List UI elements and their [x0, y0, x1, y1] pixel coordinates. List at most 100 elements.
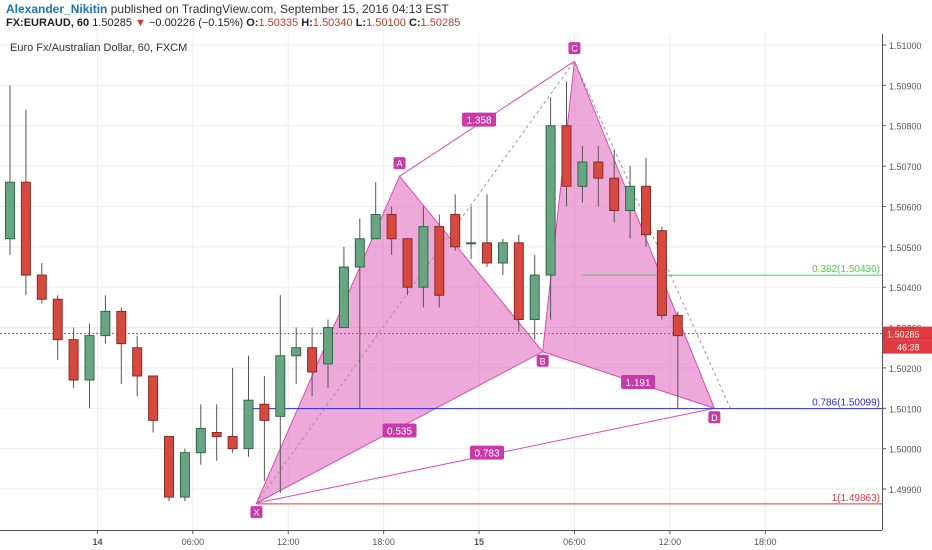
candle-body	[529, 274, 540, 320]
publish-line: Alexander_Nikitin published on TradingVi…	[6, 2, 449, 16]
candle-body	[497, 242, 508, 264]
candle-body	[307, 347, 318, 373]
publish-info: published on TradingView.com, September …	[110, 2, 449, 16]
pattern-ratio-label: 0.783	[474, 449, 499, 460]
pattern-point-marker[interactable]	[708, 411, 721, 424]
candle-body	[148, 375, 159, 421]
candle-body	[434, 226, 445, 296]
price-tick-label: 1.50000	[889, 445, 922, 455]
candle-body	[259, 403, 270, 421]
pattern-ratio-box[interactable]	[621, 375, 656, 390]
candle-body	[20, 181, 31, 276]
candle-body	[593, 161, 604, 179]
candle-body	[227, 436, 238, 450]
candle-body	[402, 238, 413, 288]
candle-body	[211, 431, 222, 438]
candle-body	[672, 314, 683, 337]
price-chart[interactable]: Euro Fx/Australian Dollar, 60, FXCM 0.38…	[0, 34, 932, 550]
candle-body	[641, 185, 651, 236]
high-value: 1.50340	[312, 17, 353, 29]
pattern-point-marker[interactable]	[568, 42, 581, 55]
time-tick-label: 12:00	[659, 537, 682, 547]
time-tick-label: 06:00	[563, 537, 586, 547]
candle-body	[68, 339, 79, 381]
candle-body	[291, 347, 302, 357]
candle-body	[52, 298, 63, 341]
candle-body	[609, 177, 620, 211]
candle-body	[179, 452, 190, 498]
fib-level-label: 1(1.49863)	[832, 493, 880, 504]
pattern-dash-xc[interactable]	[256, 60, 575, 504]
time-tick-label: 06:00	[182, 537, 205, 547]
candle-body	[354, 238, 365, 268]
candle-body	[338, 266, 349, 329]
pattern-ratio-label: 1.358	[467, 116, 492, 127]
pattern-point-marker[interactable]	[393, 157, 406, 170]
countdown-value: 46:38	[897, 343, 920, 353]
pattern-ratio-box[interactable]	[382, 423, 417, 438]
candle-body	[513, 242, 524, 320]
chart-title: Euro Fx/Australian Dollar, 60, FXCM	[10, 42, 187, 54]
candle-body	[243, 399, 254, 450]
time-tick-label: 14	[92, 537, 102, 547]
candle-body	[100, 310, 111, 337]
price-tick-label: 1.50400	[889, 283, 922, 293]
last-price: 1.50285	[92, 17, 132, 29]
fib-level-label: 0.382(1.50430)	[812, 264, 880, 275]
candle-body	[482, 242, 492, 264]
candle-body	[386, 214, 397, 240]
candle-body	[466, 242, 477, 245]
price-axis-bg	[882, 34, 932, 550]
close-value: 1.50285	[420, 17, 461, 29]
price-tick-label: 1.50500	[889, 243, 922, 253]
symbol-label: FX:EURAUD, 60	[6, 17, 90, 29]
ohlc-line: FX:EURAUD, 60 1.50285 ▼ −0.00226 (−0.15%…	[6, 17, 460, 29]
pattern-point-label: B	[540, 356, 546, 366]
current-price-value: 1.50285	[887, 330, 920, 340]
pattern-point-marker[interactable]	[536, 354, 549, 367]
price-tick-label: 1.50800	[889, 122, 922, 132]
pattern-ratio-box[interactable]	[470, 445, 504, 460]
pattern-triangle-bcd[interactable]	[542, 60, 716, 410]
pattern-point-marker[interactable]	[250, 506, 263, 519]
pattern-point-label: D	[711, 413, 718, 423]
pattern-ratio-box[interactable]	[462, 112, 497, 127]
price-axis[interactable]: 1.51000 1.50900 1.50800 1.50700 1.50600 1.505…	[882, 34, 932, 550]
high-label: H:	[301, 17, 313, 29]
low-label: L:	[355, 17, 367, 29]
candle-body	[323, 327, 333, 365]
candle-body	[418, 226, 429, 288]
author-link[interactable]: Alexander_Nikitin	[6, 2, 108, 16]
candle-body	[275, 355, 286, 417]
candle-body	[195, 427, 206, 454]
candle-body	[84, 335, 95, 381]
candle-body	[625, 185, 636, 211]
price-tick-label: 1.49900	[889, 485, 922, 495]
countdown-tag	[883, 340, 932, 354]
fib-level-label: 0.786(1.50099)	[812, 398, 880, 409]
pattern-ratio-label: 0.535	[387, 426, 412, 437]
price-change: −0.00226 (−0.15%)	[148, 17, 244, 29]
candle-body	[577, 161, 588, 187]
low-value: 1.50100	[366, 17, 406, 29]
open-value: 1.50335	[258, 17, 299, 29]
price-tick-label: 1.50700	[889, 162, 922, 172]
current-price-tag	[883, 326, 932, 341]
down-arrow-icon: ▼	[135, 17, 146, 29]
pattern-point-label: X	[253, 508, 259, 518]
candle-body	[36, 274, 47, 300]
pattern-point-label: A	[397, 159, 403, 169]
time-axis[interactable]: 14 06:00 12:00 18:00 15 06:00 12:00 18:00	[0, 530, 882, 547]
candle-body	[132, 347, 143, 377]
price-tick-label: 1.51000	[889, 41, 922, 51]
pattern-point-label: C	[571, 44, 578, 54]
fib-levels[interactable]: 0.382(1.50430) 0.786(1.50099) 1(1.49863)	[0, 264, 882, 505]
candle-body	[545, 125, 556, 276]
candle-body	[5, 181, 15, 240]
candles	[5, 81, 683, 502]
candle-body	[561, 125, 572, 187]
price-tick-label: 1.50100	[889, 404, 922, 414]
time-tick-label: 18:00	[372, 537, 395, 547]
time-tick-label: 12:00	[277, 537, 300, 547]
open-label: O:	[246, 17, 259, 29]
